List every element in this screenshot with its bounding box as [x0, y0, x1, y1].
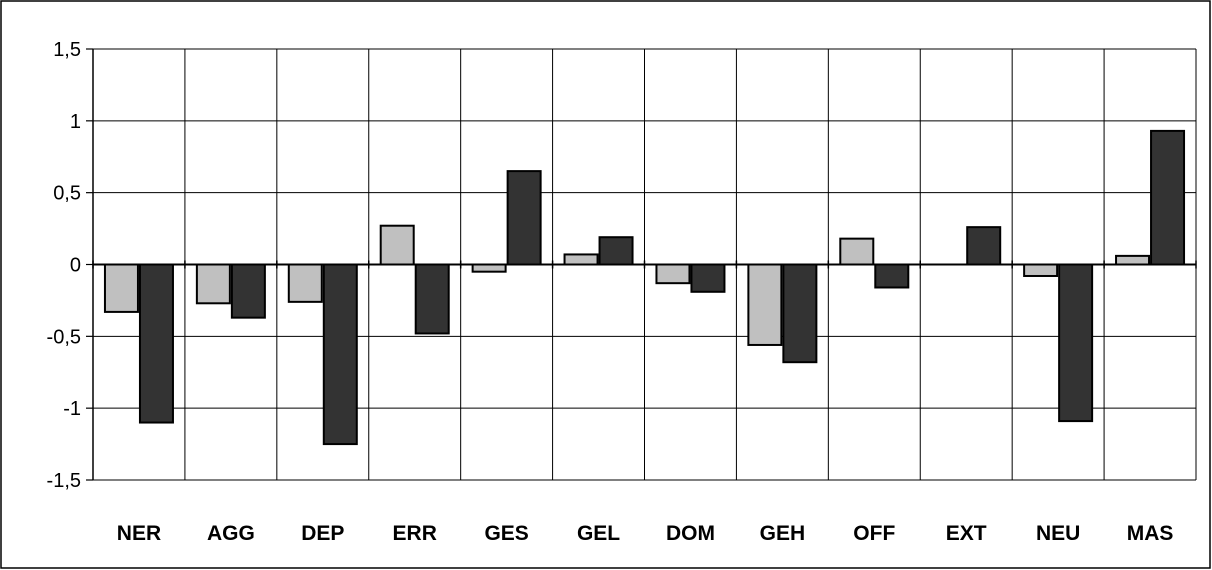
bar-dom-series-1 [655, 263, 691, 285]
axes [86, 48, 1197, 481]
y-tick-label: 0,5 [53, 183, 81, 205]
bar-geh-series-2 [782, 263, 818, 364]
y-tick-label: 1 [70, 111, 81, 133]
x-category-label: OFF [853, 522, 895, 545]
bar-ner-series-1 [103, 263, 139, 313]
bar-neu-series-2 [1058, 263, 1094, 423]
bar-off-series-2 [874, 263, 910, 289]
labels: 1,5 1 0,5 0 -0,5 -1 -1,5 NER AGG DEP ERR GES GEL DOM G… [47, 39, 1174, 545]
x-category-label: GEL [577, 522, 620, 545]
bar-neu-series-1 [1023, 263, 1059, 277]
x-category-label: GES [484, 522, 528, 545]
y-tick-label: 1,5 [53, 39, 81, 61]
x-category-label: DOM [666, 522, 715, 545]
x-category-label: MAS [1127, 522, 1174, 545]
x-category-label: DEP [301, 522, 344, 545]
y-tick-label: -1 [63, 398, 81, 420]
bar-agg-series-2 [230, 263, 266, 319]
bar-err-series-2 [414, 263, 450, 335]
x-category-label: NER [117, 522, 161, 545]
x-category-label: NEU [1036, 522, 1080, 545]
bar-geh-series-1 [747, 263, 783, 346]
y-tick-label: 0 [70, 255, 81, 277]
y-tick-label: -1,5 [47, 470, 81, 492]
bar-gel-series-1 [563, 253, 599, 266]
bar-ner-series-2 [138, 263, 174, 424]
bar-dep-series-2 [322, 263, 358, 446]
y-tick-label: -0,5 [47, 326, 81, 348]
bar-ext-series-2 [966, 226, 1002, 266]
x-category-label: ERR [393, 522, 437, 545]
bar-gel-series-2 [598, 236, 634, 266]
bar-dep-series-1 [287, 263, 323, 303]
bar-err-series-1 [379, 224, 415, 266]
bar-agg-series-1 [195, 263, 231, 305]
bar-ges-series-1 [471, 263, 507, 273]
x-category-label: GEH [760, 522, 806, 545]
x-category-label: EXT [946, 522, 987, 545]
bar-ges-series-2 [506, 170, 542, 266]
bar-mas-series-1 [1115, 254, 1151, 266]
bar-dom-series-2 [690, 263, 726, 293]
x-category-label: AGG [207, 522, 255, 545]
bar-mas-series-2 [1150, 129, 1186, 266]
bar-off-series-1 [839, 237, 875, 266]
